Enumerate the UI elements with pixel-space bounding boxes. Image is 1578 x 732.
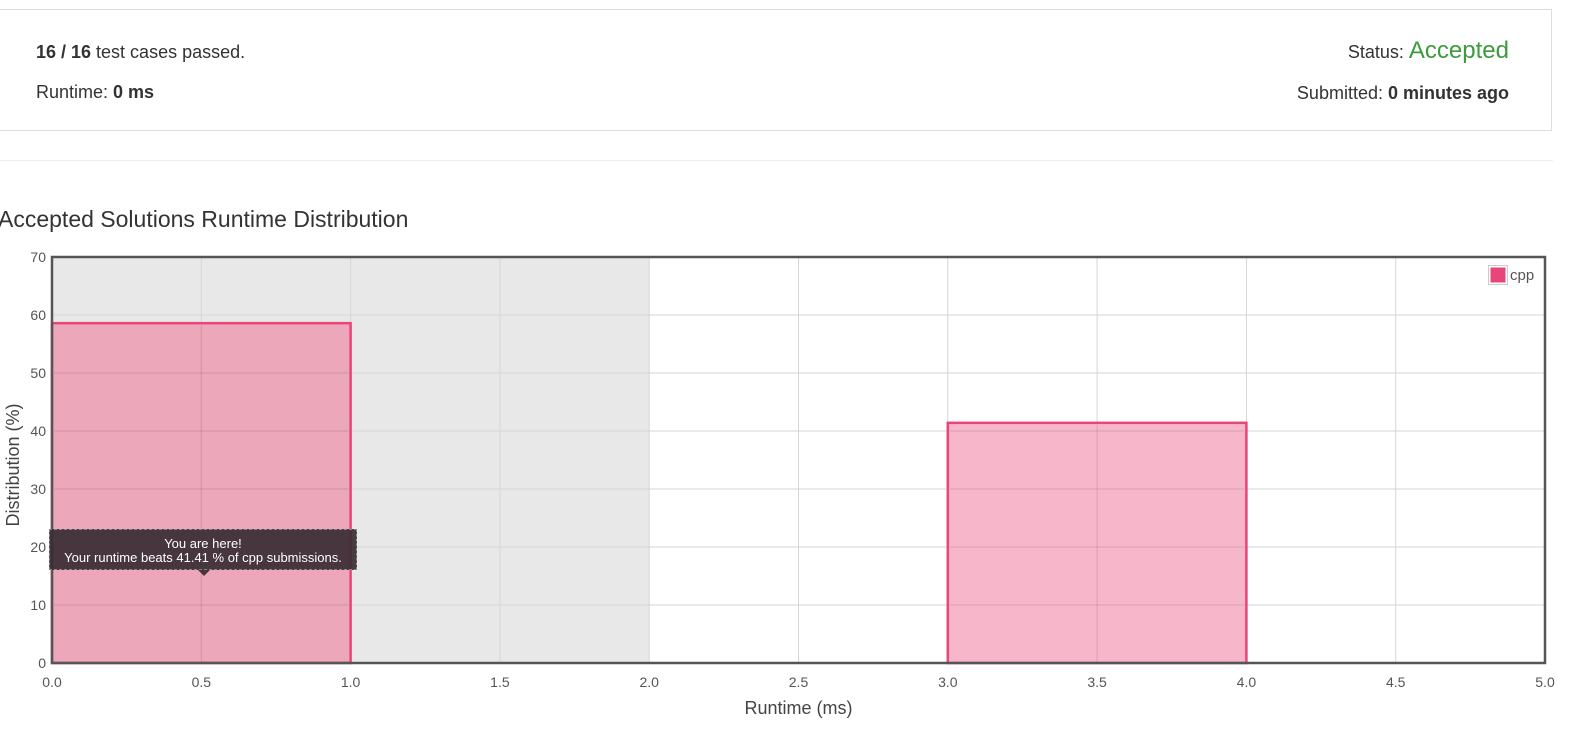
x-tick-label-5: 2.5 xyxy=(789,674,809,690)
x-tick-label-4: 2.0 xyxy=(639,674,659,690)
legend-swatch-cpp xyxy=(1489,266,1507,284)
x-tick-label-1: 0.5 xyxy=(192,674,212,690)
y-tick-label-6: 60 xyxy=(30,307,46,323)
runtime-value: 0 ms xyxy=(113,82,155,102)
submitted-row: Submitted: 0 minutes ago xyxy=(1297,82,1509,104)
section-divider xyxy=(0,160,1553,161)
tooltip-line-1: You are here! xyxy=(164,536,242,551)
y-tick-label-2: 20 xyxy=(30,539,46,555)
runtime-label: Runtime: xyxy=(36,82,114,102)
test-cases-count: 16 / 16 xyxy=(36,42,92,62)
x-tick-label-2: 1.0 xyxy=(341,674,361,690)
y-tick-label-3: 30 xyxy=(30,481,46,497)
x-axis-label: Runtime (ms) xyxy=(744,698,852,718)
submission-result-panel: 16 / 16 test cases passed. Runtime: 0 ms… xyxy=(0,9,1552,131)
y-tick-label-7: 70 xyxy=(30,249,46,265)
x-tick-label-8: 4.0 xyxy=(1237,674,1257,690)
x-tick-label-9: 4.5 xyxy=(1386,674,1406,690)
y-tick-label-1: 10 xyxy=(30,597,46,613)
submitted-value: 0 minutes ago xyxy=(1387,83,1509,103)
legend-swatch-border xyxy=(1488,265,1508,285)
legend-label-cpp: cpp xyxy=(1510,267,1534,284)
x-tick-label-6: 3.0 xyxy=(938,674,958,690)
runtime-distribution-chart: 0.0 0.5 1.0 1.5 2.0 2.5 3.0 3.5 4.0 4.5 5.0 0 10 20 30… xyxy=(3,249,1555,718)
x-tick-label-0: 0.0 xyxy=(42,674,62,690)
tooltip-arrow xyxy=(198,570,210,576)
status-label: Status: xyxy=(1347,42,1409,62)
y-axis-label: Distribution (%) xyxy=(3,403,23,526)
x-tick-label-7: 3.5 xyxy=(1087,674,1107,690)
x-tick-label-3: 1.5 xyxy=(490,674,510,690)
status-value[interactable]: Accepted xyxy=(1408,37,1509,64)
runtime-tooltip: You are here! Your runtime beats 41.41 %… xyxy=(49,529,357,570)
y-tick-label-0: 0 xyxy=(38,655,46,671)
result-summary: 16 / 16 test cases passed. Runtime: 0 ms xyxy=(36,41,245,121)
tooltip-line-2: Your runtime beats 41.41 % of cpp submis… xyxy=(64,550,342,565)
runtime-row: Runtime: 0 ms xyxy=(36,81,245,121)
test-cases-row: 16 / 16 test cases passed. xyxy=(36,41,245,81)
chart-title: Accepted Solutions Runtime Distribution xyxy=(0,206,409,232)
x-tick-label-10: 5.0 xyxy=(1535,674,1555,690)
status-row: Status: Accepted xyxy=(1297,38,1509,82)
y-tick-label-5: 50 xyxy=(30,365,46,381)
submitted-label: Submitted: xyxy=(1296,83,1388,103)
y-tick-label-4: 40 xyxy=(30,423,46,439)
test-cases-text: test cases passed. xyxy=(91,42,246,62)
plot-frame xyxy=(50,255,1547,665)
result-status: Status: Accepted Submitted: 0 minutes ag… xyxy=(1297,38,1509,104)
